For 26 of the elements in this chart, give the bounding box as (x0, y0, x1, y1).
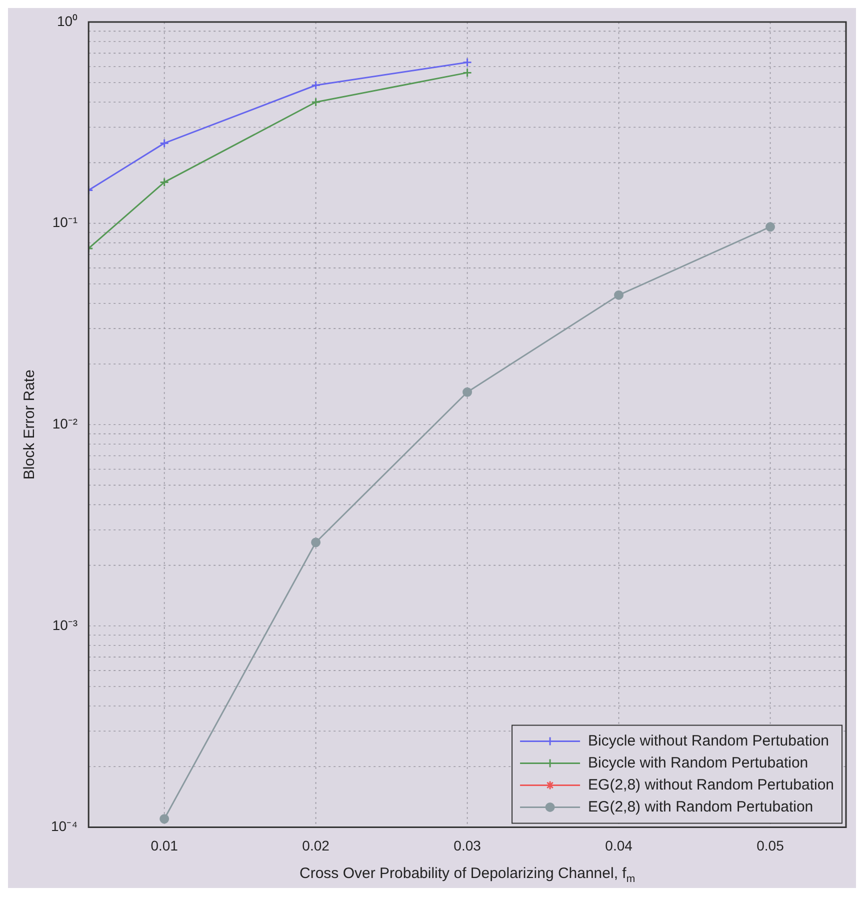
x-tick-label: 0.04 (605, 837, 633, 854)
point (462, 387, 472, 397)
x-tick-label: 0.05 (756, 837, 784, 854)
point (614, 290, 624, 300)
x-tick-label: 0.01 (150, 837, 178, 854)
y-tick-label: 10⁻⁴ (50, 818, 78, 834)
point (160, 138, 170, 148)
legend-label: Bicycle without Random Pertubation (588, 732, 830, 750)
x-tick-label: 0.03 (454, 837, 482, 854)
y-tick-label: 10⁰ (57, 12, 78, 29)
point (160, 814, 170, 824)
point (462, 68, 472, 78)
y-axis-title: Block Error Rate (21, 370, 38, 480)
point (766, 222, 776, 232)
legend-label: EG(2,8) with Random Pertubation (588, 798, 814, 816)
point (311, 97, 321, 107)
x-tick-label: 0.02 (302, 837, 330, 854)
y-tick-label: 10⁻¹ (52, 214, 78, 230)
point (311, 538, 321, 548)
y-tick-label: 10⁻³ (52, 616, 78, 633)
point (462, 58, 472, 68)
legend-label: Bicycle with Random Pertubation (588, 754, 808, 772)
point (160, 177, 170, 187)
point (311, 80, 321, 90)
y-tick-label: 10⁻² (52, 415, 78, 432)
legend-label: EG(2,8) without Random Pertubation (588, 776, 834, 794)
